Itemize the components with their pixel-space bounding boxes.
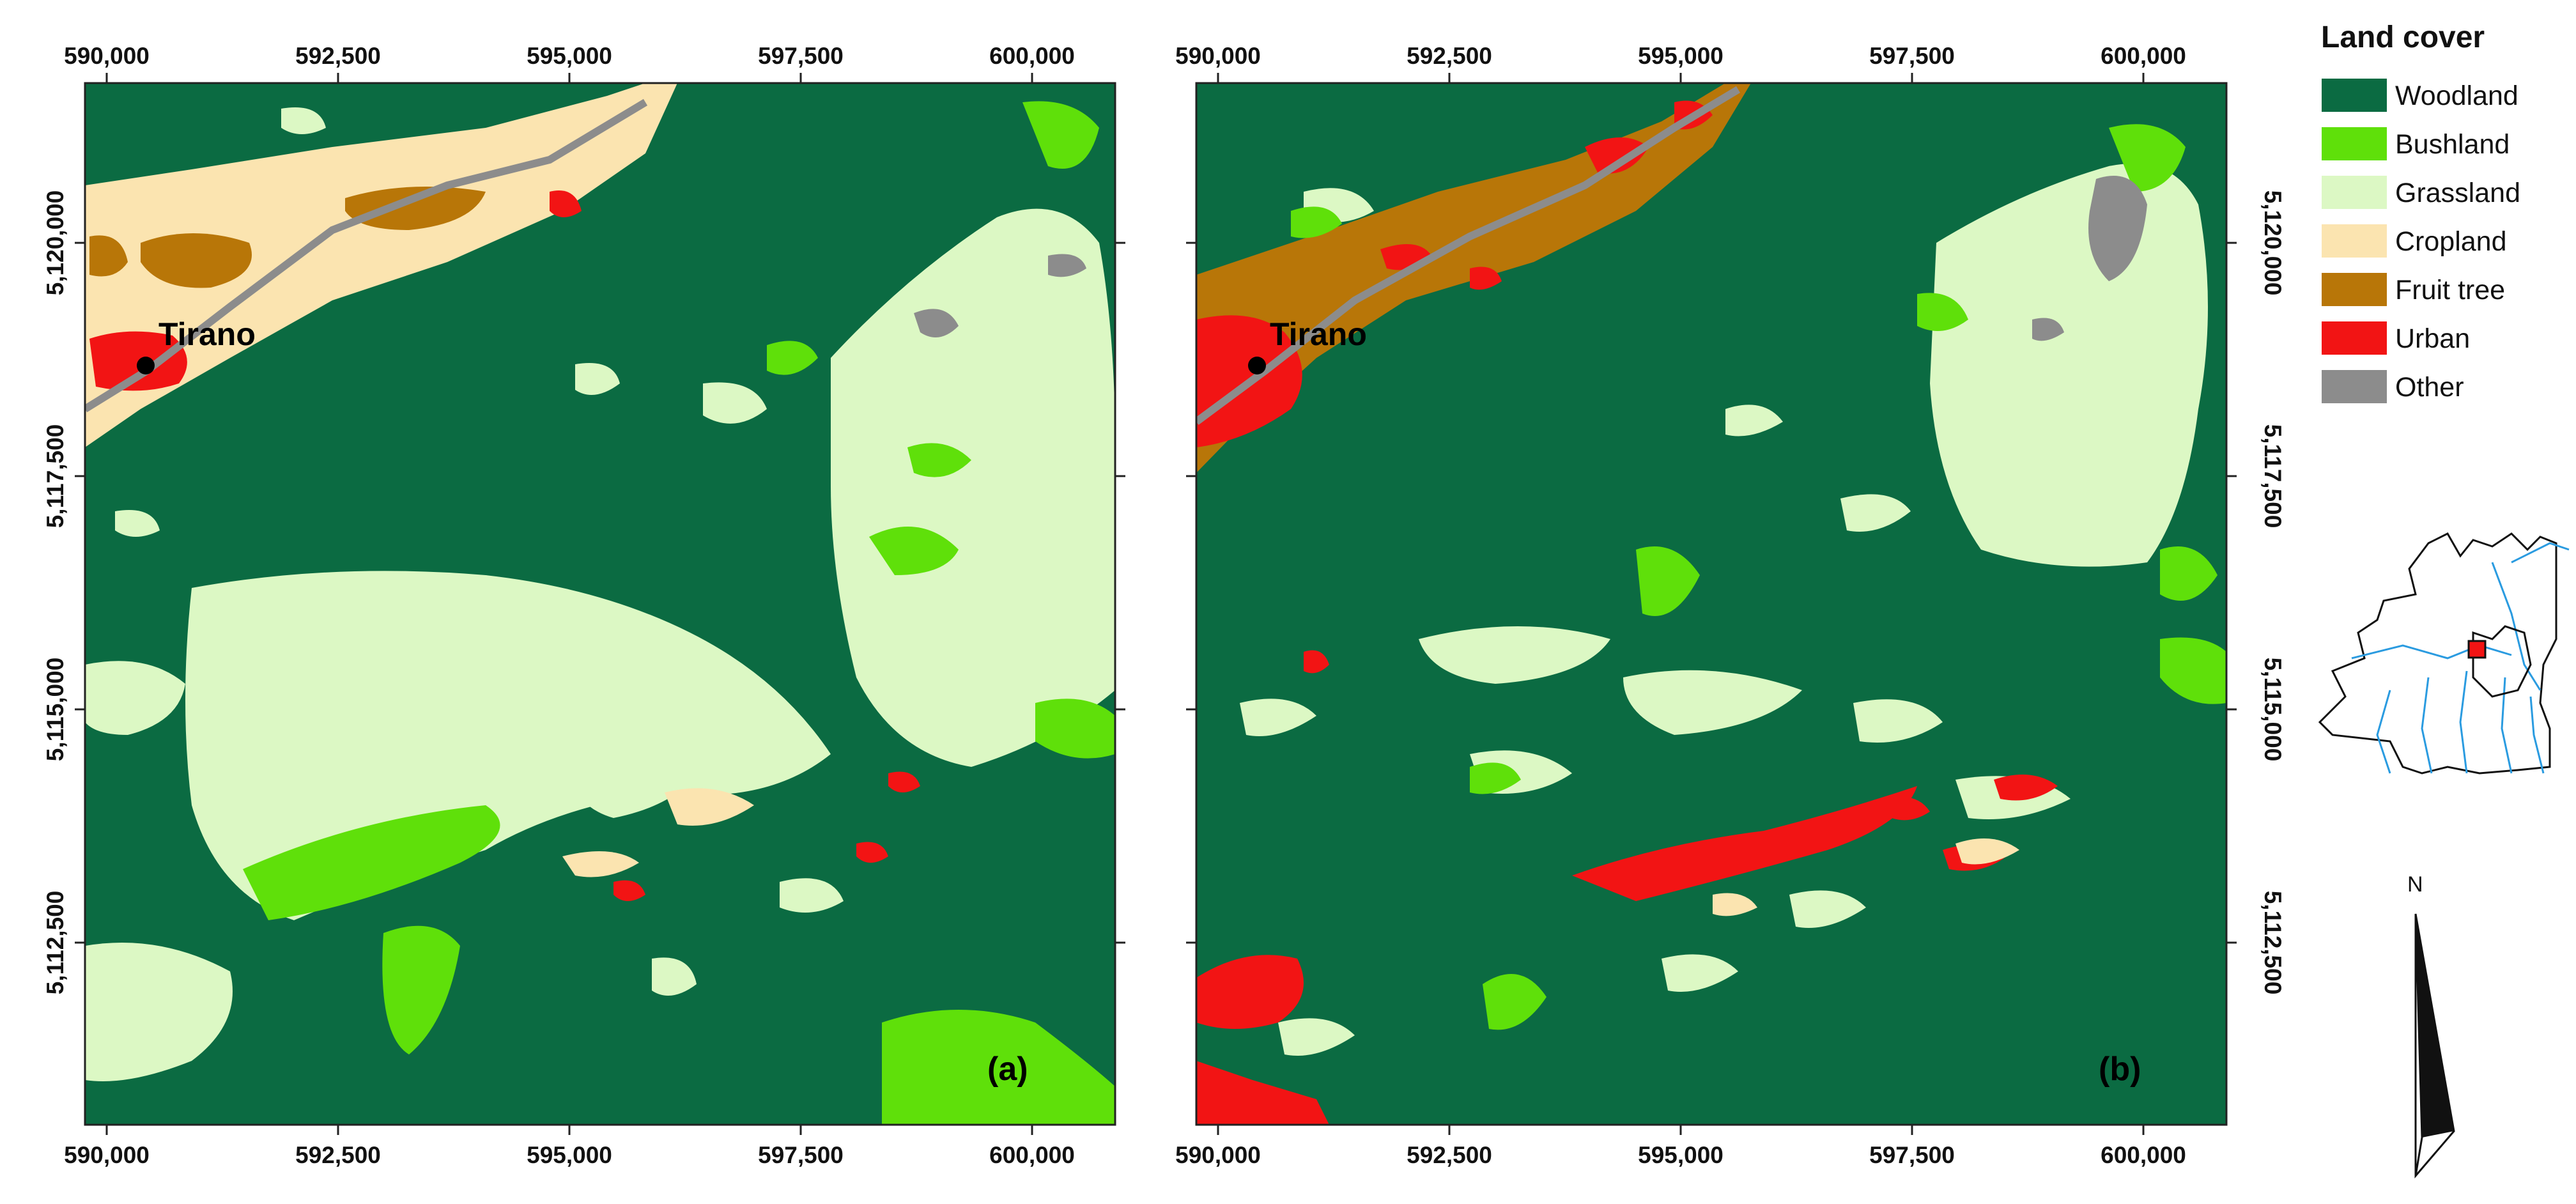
x-tick-label-bottom: 597,500 [1869, 1142, 1955, 1168]
y-tick-label-left: 5,115,000 [42, 658, 68, 762]
legend-title: Land cover [2321, 20, 2485, 54]
x-tick-label-top: 597,500 [1869, 43, 1955, 69]
y-tick-label-left: 5,120,000 [42, 190, 68, 296]
x-tick-label-bottom: 600,000 [989, 1142, 1075, 1168]
tirano-point-a [137, 357, 155, 374]
x-tick-label-bottom: 600,000 [2101, 1142, 2186, 1168]
legend-label: Woodland [2395, 81, 2518, 111]
panel-a-frame [84, 82, 1116, 1126]
legend-label: Grassland [2395, 178, 2520, 208]
legend-swatch [2320, 77, 2388, 113]
x-tick-label-top: 590,000 [1175, 43, 1261, 69]
x-tick-label-bottom: 592,500 [1407, 1142, 1492, 1168]
map-panel-a: Tirano (a) [84, 82, 1116, 1126]
y-tick-label-right: 5,117,500 [2260, 424, 2286, 529]
legend-label: Urban [2395, 323, 2470, 354]
y-tick-label-right: 5,120,000 [2260, 190, 2286, 296]
legend-swatch [2320, 126, 2388, 162]
legend-swatch [2320, 223, 2388, 259]
legend-swatch [2320, 272, 2388, 307]
x-tick-label-bottom: 595,000 [527, 1142, 612, 1168]
map-panel-b: Tirano (b) [1195, 82, 2228, 1126]
town-label-a: Tirano [158, 316, 256, 352]
legend-label: Other [2395, 372, 2464, 403]
x-tick-label-bottom: 590,000 [64, 1142, 150, 1168]
x-tick-label-top: 592,500 [1407, 43, 1492, 69]
x-tick-label-top: 592,500 [295, 43, 381, 69]
locator-map-icon [2318, 532, 2570, 775]
tirano-point-b [1248, 357, 1266, 374]
inset-location-marker [2467, 640, 2487, 659]
town-label-b: Tirano [1270, 316, 1367, 352]
panel-b-frame [1195, 82, 2228, 1126]
legend-label: Cropland [2395, 226, 2507, 257]
x-tick-label-top: 590,000 [64, 43, 150, 69]
legend-label: Fruit tree [2395, 275, 2505, 305]
x-tick-label-top: 597,500 [758, 43, 844, 69]
north-arrow-label: N [2407, 872, 2423, 897]
legend-swatch [2320, 174, 2388, 210]
legend-swatch [2320, 320, 2388, 356]
x-tick-label-bottom: 597,500 [758, 1142, 844, 1168]
x-tick-label-top: 600,000 [2101, 43, 2186, 69]
axes: 590,000 590,000 592,500 592,500 595,000 595,0… [42, 43, 2286, 1168]
x-tick-label-bottom: 590,000 [1175, 1142, 1261, 1168]
x-tick-label-top: 600,000 [989, 43, 1075, 69]
north-arrow-icon: N [2407, 872, 2455, 1179]
legend-swatch [2320, 369, 2388, 405]
legend-label: Bushland [2395, 129, 2510, 160]
x-tick-label-top: 595,000 [527, 43, 612, 69]
y-tick-label-right: 5,112,500 [2260, 891, 2286, 995]
y-tick-label-right: 5,115,000 [2260, 658, 2286, 762]
x-tick-label-bottom: 595,000 [1638, 1142, 1724, 1168]
panel-label-b: (b) [2099, 1051, 2141, 1088]
panel-label-a: (a) [987, 1051, 1028, 1088]
legend: Land cover Woodland Bushland Grassland Crop… [2320, 20, 2520, 405]
x-tick-label-bottom: 592,500 [295, 1142, 381, 1168]
x-tick-label-top: 595,000 [1638, 43, 1724, 69]
y-tick-label-left: 5,117,500 [42, 424, 68, 529]
y-tick-label-left: 5,112,500 [42, 891, 68, 995]
